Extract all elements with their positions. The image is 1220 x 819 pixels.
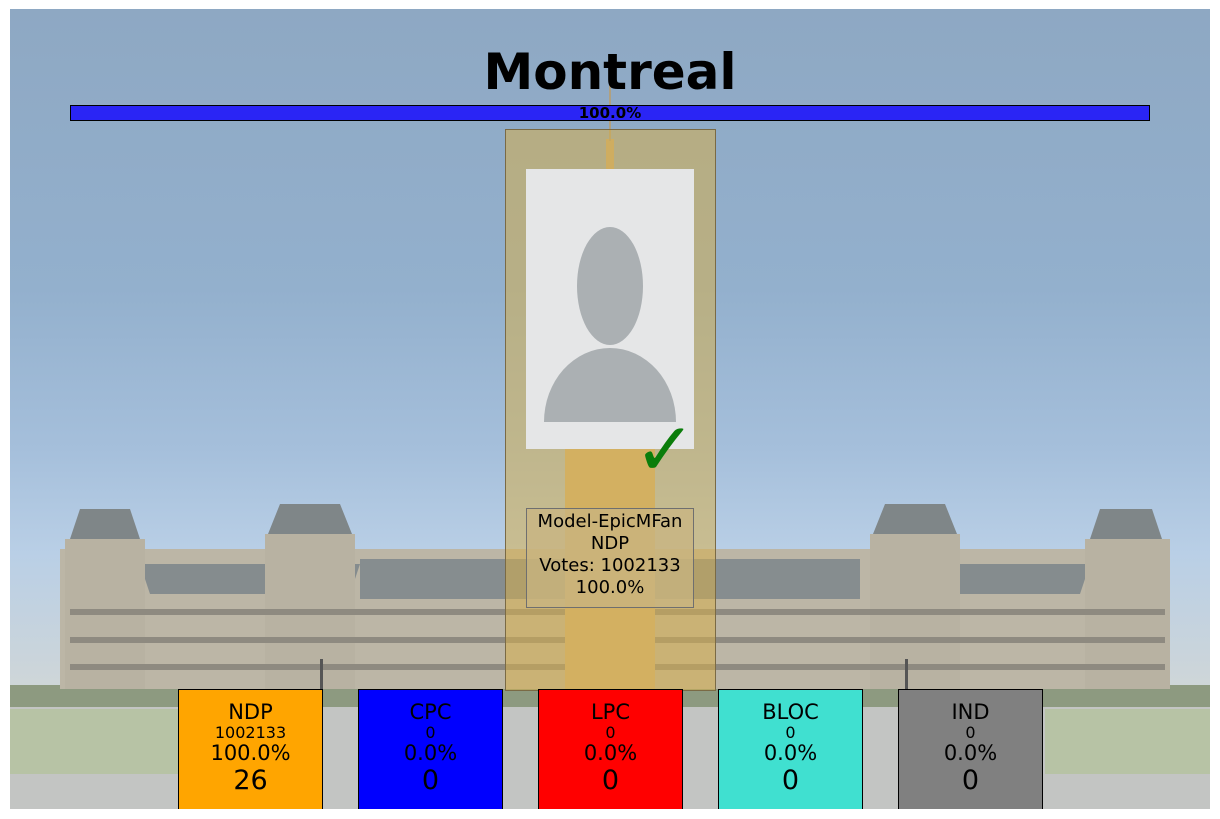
party-share: 0.0% [583,741,638,765]
results-scene: Montreal 100.0% ✓ Model-EpicMFan NDP Vot… [10,9,1210,809]
candidate-photo [526,169,694,449]
progress-label: 100.0% [578,104,642,122]
winner-party: NDP [590,533,630,554]
winner-panel: ✓ Model-EpicMFan NDP Votes: 1002133 100.… [505,129,716,691]
party-share: 0.0% [403,741,458,765]
party-share: 0.0% [763,741,818,765]
party-share: 0.0% [943,741,998,765]
party-name: LPC [590,700,631,724]
party-card-cpc: CPC 0 0.0% 0 [358,689,503,809]
party-name: NDP [228,700,273,724]
party-name: CPC [409,700,452,724]
party-seats: 0 [421,765,440,796]
party-seats: 0 [601,765,620,796]
progress-bar-fill [71,106,1149,120]
riding-title: Montreal [483,43,737,101]
party-seats: 0 [781,765,800,796]
party-seats: 0 [961,765,980,796]
party-name: BLOC [762,700,819,724]
party-votes: 1002133 [214,723,287,742]
winner-votes: Votes: 1002133 [539,555,681,576]
party-votes: 0 [785,723,796,742]
person-placeholder-icon [544,227,676,422]
winner-name: Model-EpicMFan [537,511,683,532]
checkmark-icon: ✓ [634,407,697,493]
party-share: 100.0% [210,741,291,765]
party-card-ind: IND 0 0.0% 0 [898,689,1043,809]
party-votes: 0 [605,723,616,742]
party-card-bloc: BLOC 0 0.0% 0 [718,689,863,809]
party-card-ndp: NDP 1002133 100.0% 26 [178,689,323,809]
party-votes: 0 [425,723,436,742]
winner-info-box: Model-EpicMFan NDP Votes: 1002133 100.0% [526,508,694,608]
party-seats: 26 [233,765,268,796]
party-name: IND [951,700,990,724]
results-progress-bar: 100.0% [70,104,1150,122]
party-card-lpc: LPC 0 0.0% 0 [538,689,683,809]
party-votes: 0 [965,723,976,742]
winner-share: 100.0% [575,577,645,598]
